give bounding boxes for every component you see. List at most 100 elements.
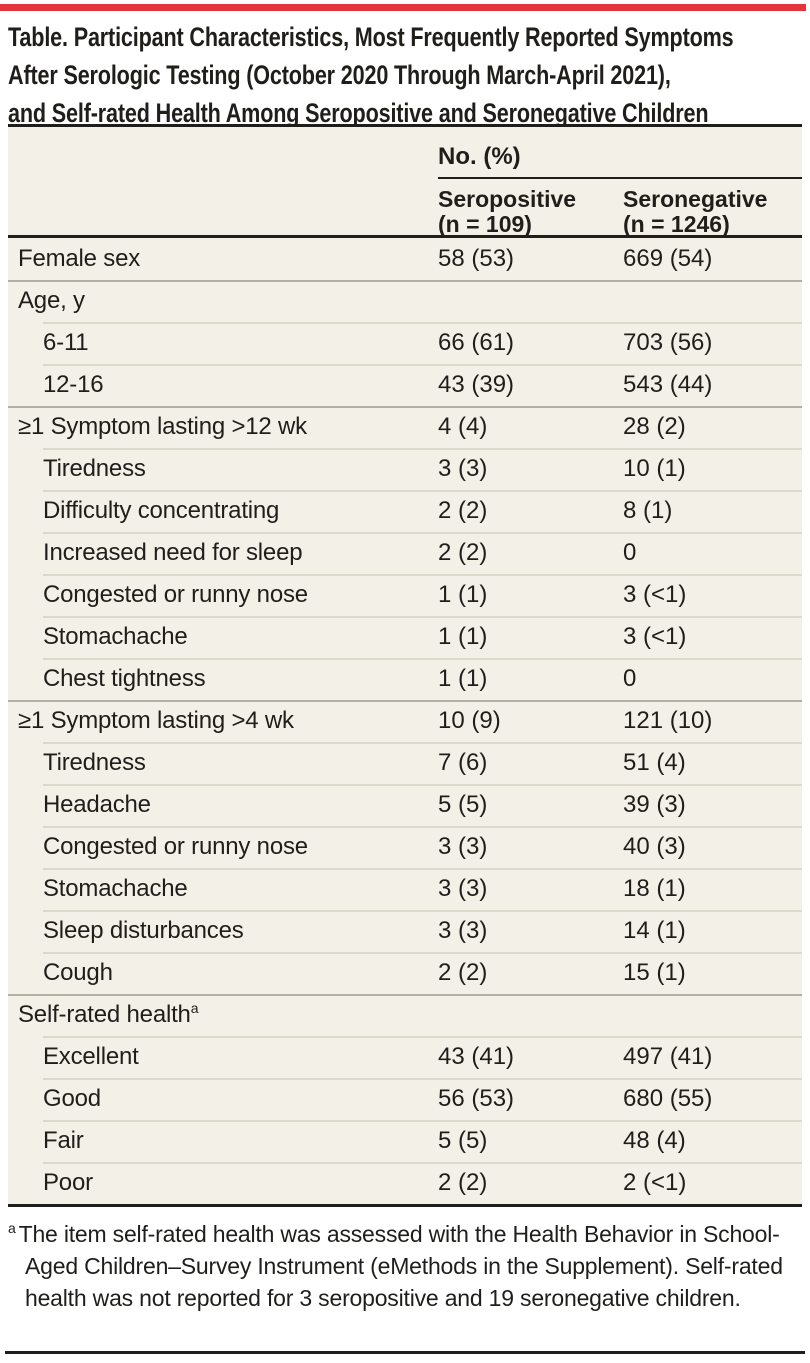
row-label: Age, y <box>18 287 85 314</box>
table-body: Female sex 58 (53) 669 (54) Age, y 6-11 … <box>8 238 802 1207</box>
row-label: Tiredness <box>43 749 146 776</box>
row-value-seronegative: 18 (1) <box>623 875 686 902</box>
table-row: Female sex 58 (53) 669 (54) <box>8 238 802 280</box>
table-row: Poor 2 (2) 2 (<1) <box>8 1162 802 1204</box>
row-value-seronegative: 543 (44) <box>623 371 713 398</box>
row-value-seronegative: 15 (1) <box>623 959 686 986</box>
table-row: Difficulty concentrating 2 (2) 8 (1) <box>8 490 802 532</box>
row-value-seronegative: 2 (<1) <box>623 1169 687 1196</box>
row-value-seronegative: 3 (<1) <box>623 623 687 650</box>
row-value-seronegative: 48 (4) <box>623 1127 686 1154</box>
table-row: Self-rated healtha <box>8 994 802 1036</box>
table-row: Headache 5 (5) 39 (3) <box>8 784 802 826</box>
table-title: Table. Participant Characteristics, Most… <box>8 18 802 132</box>
data-table: No. (%) Seropositive (n = 109) Seronegat… <box>8 124 802 1207</box>
row-value-seronegative: 0 <box>623 539 637 566</box>
row-label: Chest tightness <box>43 665 206 692</box>
row-label: Congested or runny nose <box>43 833 308 860</box>
table-row: Chest tightness 1 (1) 0 <box>8 658 802 700</box>
row-value-seronegative: 669 (54) <box>623 245 713 272</box>
footnote-marker: a <box>8 1220 16 1237</box>
row-label: Poor <box>43 1169 93 1196</box>
row-label: Congested or runny nose <box>43 581 308 608</box>
row-value-seropositive: 2 (2) <box>438 539 488 566</box>
row-value-seronegative: 8 (1) <box>623 497 673 524</box>
row-value-seropositive: 2 (2) <box>438 497 488 524</box>
row-value-seronegative: 703 (56) <box>623 329 713 356</box>
table-row: Fair 5 (5) 48 (4) <box>8 1120 802 1162</box>
table-row: Stomachache 1 (1) 3 (<1) <box>8 616 802 658</box>
row-value-seronegative: 14 (1) <box>623 917 686 944</box>
column-group-header: No. (%) <box>438 143 521 170</box>
row-label: Fair <box>43 1127 84 1154</box>
table-row: 12-16 43 (39) 543 (44) <box>8 364 802 406</box>
row-value-seronegative: 51 (4) <box>623 749 686 776</box>
row-value-seronegative: 39 (3) <box>623 791 686 818</box>
row-value-seronegative: 0 <box>623 665 637 692</box>
table-row: Tiredness 7 (6) 51 (4) <box>8 742 802 784</box>
row-value-seronegative: 3 (<1) <box>623 581 687 608</box>
row-label: Stomachache <box>43 875 188 902</box>
row-value-seropositive: 3 (3) <box>438 833 488 860</box>
table-header: No. (%) Seropositive (n = 109) Seronegat… <box>8 124 802 238</box>
table-row: Increased need for sleep 2 (2) 0 <box>8 532 802 574</box>
table-row: ≥1 Symptom lasting >12 wk 4 (4) 28 (2) <box>8 406 802 448</box>
column-group-underline <box>438 177 802 179</box>
row-value-seropositive: 3 (3) <box>438 455 488 482</box>
row-label: Tiredness <box>43 455 146 482</box>
row-value-seronegative: 497 (41) <box>623 1043 713 1070</box>
row-value-seronegative: 680 (55) <box>623 1085 713 1112</box>
row-value-seronegative: 28 (2) <box>623 413 686 440</box>
row-value-seropositive: 43 (39) <box>438 371 515 398</box>
row-label: ≥1 Symptom lasting >4 wk <box>18 707 294 734</box>
row-label: Self-rated healtha <box>18 1000 199 1028</box>
table-row: Sleep disturbances 3 (3) 14 (1) <box>8 910 802 952</box>
table-row: Age, y <box>8 280 802 322</box>
column-header-seropositive: Seropositive (n = 109) <box>438 186 577 237</box>
row-value-seropositive: 5 (5) <box>438 791 488 818</box>
table-row: Good 56 (53) 680 (55) <box>8 1078 802 1120</box>
table-title-line-1: Table. Participant Characteristics, Most… <box>8 22 734 52</box>
row-label: 6-11 <box>43 329 89 356</box>
table-row: Excellent 43 (41) 497 (41) <box>8 1036 802 1078</box>
table-row: ≥1 Symptom lasting >4 wk 10 (9) 121 (10) <box>8 700 802 742</box>
row-label: Sleep disturbances <box>43 917 244 944</box>
row-value-seropositive: 10 (9) <box>438 707 501 734</box>
table-row: Cough 2 (2) 15 (1) <box>8 952 802 994</box>
row-value-seropositive: 43 (41) <box>438 1043 515 1070</box>
table-row: Congested or runny nose 1 (1) 3 (<1) <box>8 574 802 616</box>
row-value-seropositive: 2 (2) <box>438 959 488 986</box>
row-label: Difficulty concentrating <box>43 497 280 524</box>
row-label: Cough <box>43 959 113 986</box>
row-value-seropositive: 4 (4) <box>438 413 488 440</box>
table-title-line-3: and Self-rated Health Among Seropositive… <box>8 98 709 128</box>
row-label: Headache <box>43 791 151 818</box>
row-label: Good <box>43 1085 101 1112</box>
row-value-seropositive: 56 (53) <box>438 1085 515 1112</box>
column-header-seronegative: Seronegative (n = 1246) <box>623 186 768 237</box>
row-value-seronegative: 121 (10) <box>623 707 713 734</box>
row-value-seropositive: 1 (1) <box>438 623 488 650</box>
row-value-seropositive: 3 (3) <box>438 917 488 944</box>
bottom-rule <box>5 1351 805 1354</box>
row-value-seropositive: 5 (5) <box>438 1127 488 1154</box>
row-value-seropositive: 1 (1) <box>438 665 488 692</box>
column-labels: Seropositive (n = 109) Seronegative (n =… <box>438 187 802 237</box>
footnote-text: The item self-rated health was assessed … <box>18 1221 783 1311</box>
row-label: 12-16 <box>43 371 104 398</box>
table-row: 6-11 66 (61) 703 (56) <box>8 322 802 364</box>
row-value-seronegative: 10 (1) <box>623 455 686 482</box>
table-row: Congested or runny nose 3 (3) 40 (3) <box>8 826 802 868</box>
row-value-seronegative: 40 (3) <box>623 833 686 860</box>
accent-top-bar <box>0 4 806 11</box>
row-label: Female sex <box>18 245 141 272</box>
row-label: ≥1 Symptom lasting >12 wk <box>18 413 307 440</box>
table-title-line-2: After Serologic Testing (October 2020 Th… <box>8 60 671 90</box>
table-row: Tiredness 3 (3) 10 (1) <box>8 448 802 490</box>
row-value-seropositive: 2 (2) <box>438 1169 488 1196</box>
row-value-seropositive: 3 (3) <box>438 875 488 902</box>
table-row: Stomachache 3 (3) 18 (1) <box>8 868 802 910</box>
row-value-seropositive: 7 (6) <box>438 749 488 776</box>
row-value-seropositive: 1 (1) <box>438 581 488 608</box>
